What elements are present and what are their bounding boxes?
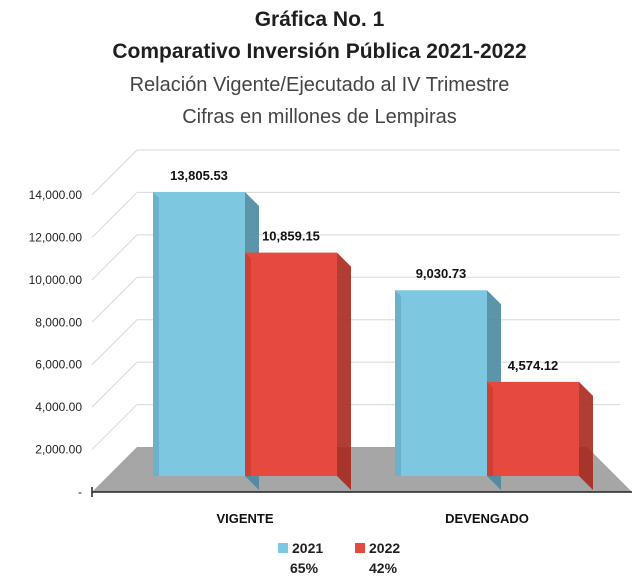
bar-shade	[487, 381, 493, 476]
legend-label-2021: 2021	[292, 540, 324, 556]
gridline-diag	[91, 234, 138, 281]
gridline-diag	[91, 192, 138, 238]
gridline-diag	[91, 149, 138, 196]
legend-percent-2021: 65%	[290, 560, 319, 576]
bar-vigente-2021	[153, 192, 245, 476]
legend-item-2022: 2022	[355, 540, 400, 556]
y-tick-label: 2,000.00	[35, 443, 82, 457]
legend-item-2021: 2021	[278, 540, 323, 556]
data-label: 4,574.12	[508, 358, 559, 373]
data-label: 10,859.15	[262, 229, 320, 244]
bar-shade	[395, 290, 401, 476]
y-tick-label: 4,000.00	[35, 400, 82, 414]
legend-swatch-2021	[278, 543, 288, 553]
bar-shade	[245, 252, 251, 476]
legend-swatch-2022	[355, 543, 365, 553]
gridline-diag	[91, 276, 138, 323]
x-tick-label: VIGENTE	[216, 511, 273, 526]
y-tick-label: 8,000.00	[35, 315, 82, 329]
chart-units-subtitle: Cifras en millones de Lempiras	[182, 106, 457, 128]
data-label: 9,030.73	[416, 266, 467, 281]
gridline-diag	[91, 319, 138, 366]
legend-label-2022: 2022	[369, 540, 401, 556]
y-tick-label: 10,000.00	[29, 273, 83, 287]
legend-percent-2022: 42%	[369, 560, 398, 576]
y-tick-label: 14,000.00	[29, 188, 83, 202]
gridline-diag	[91, 361, 138, 408]
bar-vigente-2022	[245, 252, 337, 476]
y-tick-label: 12,000.00	[29, 230, 83, 244]
bar-devengado-2021	[395, 290, 487, 476]
bar-shade	[153, 192, 159, 476]
y-tick-label: -	[78, 485, 82, 499]
bar-depth	[337, 252, 351, 490]
x-tick-label: DEVENGADO	[445, 511, 529, 526]
y-tick-label: 6,000.00	[35, 358, 82, 372]
gridline-diag	[91, 404, 138, 450]
data-label: 13,805.53	[170, 168, 228, 183]
chart-subtitle: Relación Vigente/Ejecutado al IV Trimest…	[129, 74, 510, 96]
chart-title: Gráfica No. 1	[254, 8, 385, 31]
bar-devengado-2022	[487, 381, 579, 476]
chart-title-line-2: Comparativo Inversión Pública 2021-2022	[112, 40, 527, 63]
bar-depth	[579, 381, 593, 490]
